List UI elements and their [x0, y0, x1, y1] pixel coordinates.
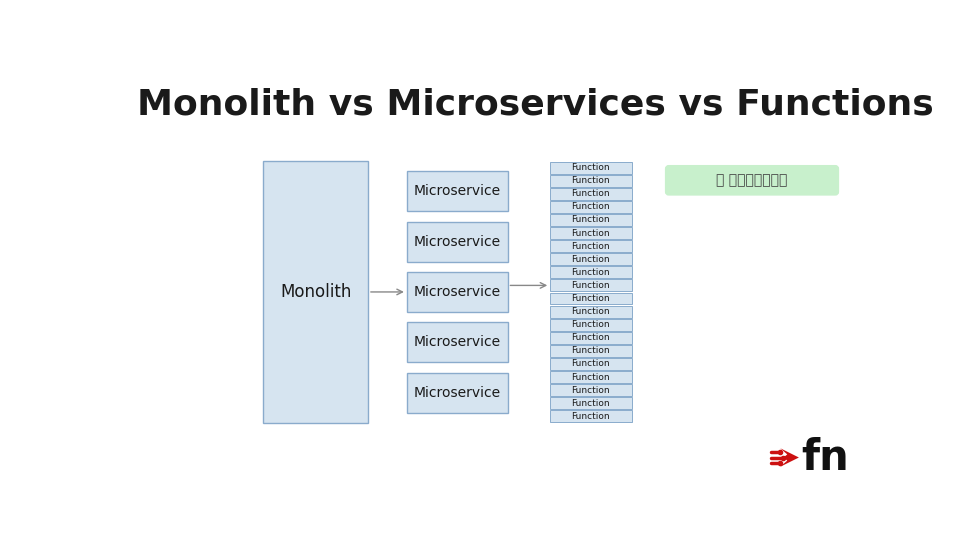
Text: Function: Function [571, 373, 611, 382]
Text: Function: Function [571, 163, 611, 172]
Text: Microservice: Microservice [414, 184, 501, 198]
Text: Function: Function [571, 307, 611, 316]
Text: Microservice: Microservice [414, 335, 501, 349]
Text: Monolith vs Microservices vs Functions: Monolith vs Microservices vs Functions [137, 88, 934, 122]
Text: fn: fn [802, 437, 850, 480]
Bar [550, 332, 632, 344]
Bar [550, 371, 632, 383]
Text: Function: Function [571, 241, 611, 251]
Bar [550, 358, 632, 370]
Text: Function: Function [571, 255, 611, 264]
Text: Function: Function [571, 399, 611, 408]
Bar [550, 345, 632, 357]
Text: Function: Function [571, 412, 611, 421]
Bar [550, 266, 632, 278]
Bar [550, 319, 632, 330]
Bar [550, 306, 632, 318]
Text: Function: Function [571, 346, 611, 355]
Text: 📱 老白码农在奔斗: 📱 老白码农在奔斗 [716, 173, 788, 187]
Text: Function: Function [571, 268, 611, 277]
Bar [550, 201, 632, 213]
Text: Function: Function [571, 333, 611, 342]
Text: Function: Function [571, 386, 611, 395]
Text: Function: Function [571, 320, 611, 329]
Bar [550, 293, 632, 305]
Bar [407, 171, 508, 211]
Bar [550, 253, 632, 265]
Text: Monolith: Monolith [280, 283, 351, 301]
Text: Microservice: Microservice [414, 386, 501, 400]
Bar [407, 221, 508, 262]
FancyBboxPatch shape [665, 166, 838, 195]
Bar [407, 322, 508, 362]
Bar [550, 188, 632, 200]
Bar [263, 161, 368, 423]
Bar [550, 279, 632, 292]
Bar [550, 214, 632, 226]
Text: Function: Function [571, 202, 611, 211]
Bar [550, 161, 632, 173]
Bar [407, 373, 508, 413]
Bar [550, 410, 632, 422]
Polygon shape [780, 448, 799, 467]
Bar [550, 397, 632, 409]
Text: Function: Function [571, 215, 611, 225]
Bar [550, 240, 632, 252]
Bar [550, 227, 632, 239]
Text: Function: Function [571, 176, 611, 185]
Bar [550, 384, 632, 396]
Text: Function: Function [571, 294, 611, 303]
Bar [550, 175, 632, 187]
Text: Microservice: Microservice [414, 285, 501, 299]
Text: Function: Function [571, 281, 611, 290]
Text: Function: Function [571, 360, 611, 368]
Text: Microservice: Microservice [414, 235, 501, 248]
Bar [407, 272, 508, 312]
Text: Function: Function [571, 190, 611, 198]
Text: Function: Function [571, 228, 611, 238]
